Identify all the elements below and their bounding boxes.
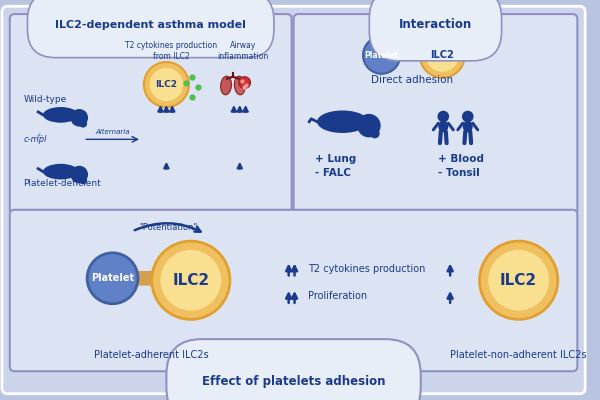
Circle shape bbox=[152, 241, 230, 319]
Text: Platelet-deficient: Platelet-deficient bbox=[23, 179, 101, 188]
FancyBboxPatch shape bbox=[10, 210, 577, 371]
Circle shape bbox=[437, 111, 449, 122]
Ellipse shape bbox=[221, 76, 232, 95]
Circle shape bbox=[370, 128, 380, 138]
FancyBboxPatch shape bbox=[293, 14, 577, 215]
Text: c-mpl: c-mpl bbox=[23, 135, 47, 144]
Circle shape bbox=[70, 109, 88, 127]
Circle shape bbox=[357, 114, 380, 137]
Ellipse shape bbox=[235, 76, 245, 95]
Circle shape bbox=[462, 111, 473, 122]
Circle shape bbox=[150, 68, 183, 101]
Circle shape bbox=[420, 33, 465, 78]
Ellipse shape bbox=[317, 110, 368, 133]
Circle shape bbox=[79, 120, 87, 128]
FancyBboxPatch shape bbox=[10, 14, 292, 215]
Text: T2 cytokines production: T2 cytokines production bbox=[308, 264, 425, 274]
Circle shape bbox=[363, 36, 400, 74]
Circle shape bbox=[79, 176, 87, 184]
Ellipse shape bbox=[43, 164, 78, 180]
Circle shape bbox=[239, 77, 251, 88]
Text: ILC2-dependent asthma model: ILC2-dependent asthma model bbox=[55, 20, 246, 30]
Text: + Blood: + Blood bbox=[439, 154, 484, 164]
Text: ILC2: ILC2 bbox=[172, 273, 209, 288]
Text: - FALC: - FALC bbox=[315, 168, 351, 178]
Circle shape bbox=[70, 166, 88, 183]
Text: -/-: -/- bbox=[37, 133, 44, 138]
Circle shape bbox=[488, 250, 549, 310]
Text: T2 cytokines production
from ILC2: T2 cytokines production from ILC2 bbox=[125, 42, 217, 61]
Text: Platelet: Platelet bbox=[91, 273, 134, 283]
Ellipse shape bbox=[439, 121, 448, 132]
Text: Interaction: Interaction bbox=[399, 18, 472, 31]
Circle shape bbox=[160, 250, 221, 310]
Text: Platelet-non-adherent ILC2s: Platelet-non-adherent ILC2s bbox=[451, 350, 587, 360]
FancyBboxPatch shape bbox=[399, 49, 416, 61]
Text: Proliferation: Proliferation bbox=[308, 291, 367, 301]
FancyBboxPatch shape bbox=[2, 6, 585, 394]
Text: ILC2: ILC2 bbox=[430, 50, 454, 60]
Ellipse shape bbox=[43, 107, 78, 123]
Text: Platelet-adherent ILC2s: Platelet-adherent ILC2s bbox=[94, 350, 209, 360]
Text: + Lung: + Lung bbox=[315, 154, 356, 164]
Text: Direct adhesion: Direct adhesion bbox=[371, 75, 453, 85]
Text: ILC2: ILC2 bbox=[155, 80, 178, 89]
Text: Alternaria: Alternaria bbox=[95, 130, 130, 136]
Circle shape bbox=[479, 241, 558, 319]
Text: - Tonsil: - Tonsil bbox=[439, 168, 480, 178]
Circle shape bbox=[87, 253, 138, 304]
Text: "Potentiation": "Potentiation" bbox=[139, 223, 197, 232]
Text: ILC2: ILC2 bbox=[500, 273, 537, 288]
Ellipse shape bbox=[463, 121, 473, 132]
Circle shape bbox=[144, 62, 189, 107]
Circle shape bbox=[425, 38, 459, 72]
Text: Wild-type: Wild-type bbox=[23, 95, 67, 104]
FancyBboxPatch shape bbox=[137, 271, 159, 286]
Text: Platelet: Platelet bbox=[365, 51, 398, 60]
Text: Effect of platelets adhesion: Effect of platelets adhesion bbox=[202, 374, 385, 388]
Text: Airway
inflammation: Airway inflammation bbox=[217, 42, 268, 61]
